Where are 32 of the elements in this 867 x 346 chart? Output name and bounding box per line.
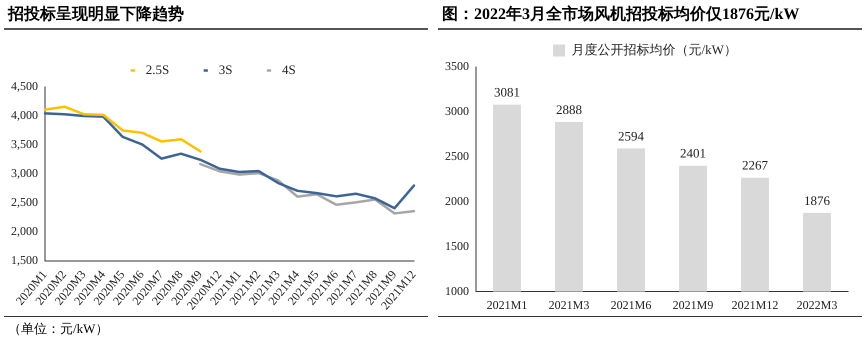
x-tick-label: 2021M3	[548, 298, 590, 312]
x-tick-label: 2021M1	[486, 298, 528, 312]
chart-title: 图：2022年3月全市场风机招投标均价仅1876元/kW	[438, 0, 862, 30]
y-tick-label: 2,000	[11, 224, 38, 238]
y-tick-label: 1500	[445, 238, 469, 253]
legend-label: 2.5S	[146, 62, 170, 77]
y-tick-label: 1000	[445, 284, 469, 298]
x-tick-label: 2021M12	[732, 298, 778, 312]
legend-label: 4S	[282, 62, 296, 77]
y-tick-label: 2000	[445, 194, 469, 208]
data-label: 2594	[618, 128, 644, 144]
y-tick-label: 3000	[445, 104, 469, 118]
text: （单位：元/kW）	[4, 316, 428, 343]
data-label: 3081	[494, 84, 520, 100]
data-label: 2267	[742, 158, 768, 173]
x-tick-label: 2022M3	[796, 298, 838, 312]
y-tick-label: 3500	[445, 59, 469, 74]
legend-label: 月度公开招标均价（元/kW）	[572, 42, 737, 57]
y-tick-label: 3,000	[11, 166, 38, 180]
y-tick-label: 4,500	[11, 79, 38, 94]
y-tick-label: 4,000	[11, 108, 38, 122]
y-tick-label: 1,500	[11, 253, 38, 268]
data-label: 2401	[680, 146, 706, 161]
chart-title: 招投标呈现明显下降趋势	[4, 0, 428, 30]
y-tick-label: 3,500	[11, 137, 38, 152]
data-label: 2888	[556, 102, 582, 117]
x-tick-label: 2021M9	[672, 298, 714, 312]
y-tick-label: 2,500	[11, 195, 38, 210]
data-label: 1876	[804, 192, 830, 208]
x-tick-label: 2021M6	[610, 298, 652, 312]
legend-label: 3S	[218, 62, 232, 77]
y-tick-label: 2500	[445, 148, 469, 163]
